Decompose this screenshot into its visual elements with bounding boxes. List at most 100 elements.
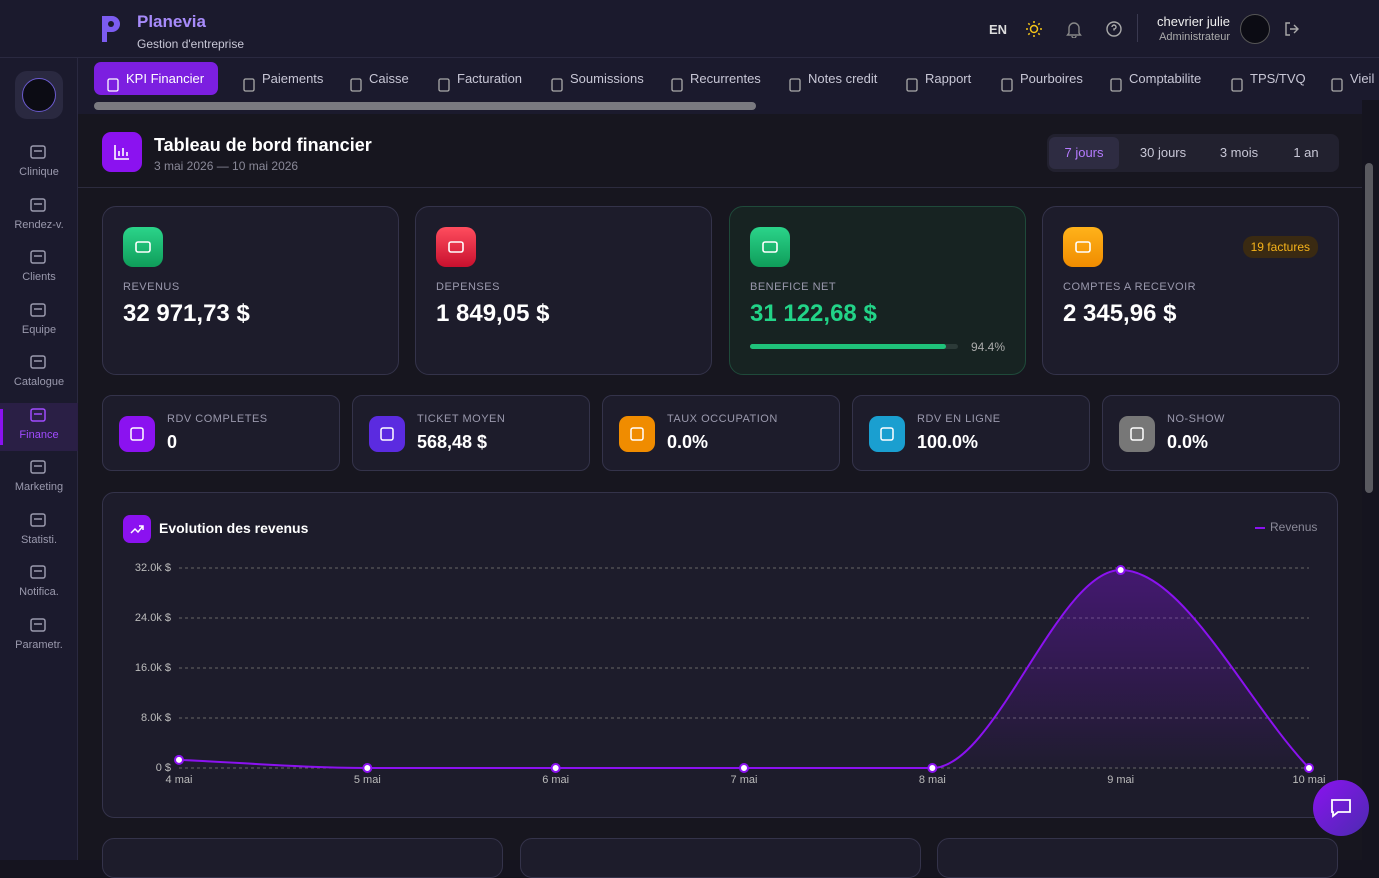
- stat-card: TAUX OCCUPATION 0.0%: [602, 395, 840, 471]
- user-role: Administrateur: [1159, 31, 1230, 43]
- nav-item[interactable]: Clinique: [0, 140, 78, 188]
- dashboard-title: Tableau de bord financier: [154, 135, 372, 155]
- nav-item[interactable]: Clients: [0, 245, 78, 293]
- tab-icon: [550, 71, 564, 92]
- stat-value: 0.0%: [667, 432, 709, 452]
- kpi-card: DEPENSES 1 849,05 $: [415, 206, 712, 375]
- nav-icon: [29, 248, 49, 268]
- legend-label: Revenus: [1270, 520, 1317, 534]
- tab[interactable]: Pourboires: [988, 62, 1097, 95]
- tab-bar: KPI Financier Paiements Caisse Facturation S…: [78, 58, 1379, 100]
- kpi-label: BENEFICE NET: [750, 281, 837, 293]
- tab-icon: [670, 71, 684, 92]
- tab-icon: [349, 71, 363, 92]
- nav-item[interactable]: Rendez-v.: [0, 193, 78, 241]
- tab[interactable]: Recurrentes: [658, 62, 775, 95]
- tab[interactable]: Vieil: [1318, 62, 1379, 95]
- nav-icon: [29, 143, 49, 163]
- chat-button[interactable]: [1313, 780, 1369, 836]
- kpi-card: REVENUS 32 971,73 $: [102, 206, 399, 375]
- point: [927, 763, 938, 773]
- nav-item[interactable]: Parametr.: [0, 613, 78, 661]
- point: [362, 763, 373, 773]
- nav-label: Parametr.: [15, 638, 63, 651]
- tab[interactable]: Paiements: [230, 62, 337, 95]
- tab-icon: [1109, 71, 1123, 92]
- kpi-value: 1 849,05 $: [436, 300, 550, 327]
- tab-icon: [1230, 71, 1244, 92]
- tab[interactable]: Soumissions: [538, 62, 658, 95]
- nav-label: Finance: [19, 428, 59, 441]
- nav-item[interactable]: Statisti.: [0, 508, 78, 556]
- tab-icon: [905, 71, 919, 92]
- kpi-icon: [750, 227, 790, 267]
- nav-label: Equipe: [21, 323, 57, 336]
- period-selector: 7 jours 30 jours 3 mois 1 an: [1047, 134, 1339, 172]
- chart-title: Evolution des revenus: [159, 520, 309, 536]
- nav-item[interactable]: Notifica.: [0, 560, 78, 608]
- x-tick-label: 8 mai: [919, 774, 946, 786]
- x-tick-label: 6 mai: [542, 774, 569, 786]
- sidebar-logo: [15, 71, 63, 119]
- notifications[interactable]: [1065, 20, 1083, 38]
- nav-item[interactable]: Equipe: [0, 298, 78, 346]
- progress-track: [750, 344, 958, 349]
- stat-card: NO-SHOW 0.0%: [1102, 395, 1340, 471]
- kpi-label: DEPENSES: [436, 281, 500, 293]
- kpi-label: COMPTES A RECEVOIR: [1063, 281, 1197, 293]
- brand-subtitle: Gestion d'entreprise: [137, 37, 245, 51]
- stat-value: 0.0%: [1167, 432, 1209, 452]
- point: [739, 763, 749, 773]
- tab-active[interactable]: KPI Financier: [94, 62, 219, 95]
- period-button[interactable]: 1 an: [1293, 145, 1319, 160]
- logo: [102, 16, 120, 42]
- tab[interactable]: Rapport: [893, 62, 985, 95]
- theme-toggle[interactable]: [1026, 21, 1042, 37]
- stat-value: 100.0%: [917, 432, 979, 452]
- tab[interactable]: Notes credit: [776, 62, 891, 95]
- period-active[interactable]: 7 jours: [1049, 137, 1119, 169]
- tab[interactable]: Comptabilite: [1097, 62, 1215, 95]
- kpi-label: REVENUS: [123, 281, 180, 293]
- point: [550, 763, 561, 773]
- nav-item[interactable]: Marketing: [0, 455, 78, 503]
- chart: 0 $ 8.0k $ 16.0k $ 24.0k $ 32.0k $ 4 mai 5 mai…: [135, 520, 1326, 786]
- kpi-value: 31 122,68 $: [750, 300, 877, 327]
- tab-icon: [106, 71, 120, 92]
- stat-card: RDV EN LIGNE 100.0%: [852, 395, 1090, 471]
- stat-icon: [1119, 416, 1155, 452]
- language[interactable]: EN: [989, 22, 1008, 37]
- kpi-value: 32 971,73 $: [123, 300, 250, 327]
- x-tick-label: 5 mai: [354, 774, 381, 786]
- scroll-thumb[interactable]: [94, 102, 756, 110]
- y-tick-label: 32.0k $: [135, 562, 171, 574]
- help[interactable]: [1105, 20, 1123, 38]
- stat-icon: [869, 416, 905, 452]
- logout[interactable]: [1284, 21, 1300, 37]
- tab[interactable]: Caisse: [337, 62, 423, 95]
- nav-icon: [29, 563, 49, 583]
- stat-label: TAUX OCCUPATION: [667, 413, 778, 425]
- period-button[interactable]: 30 jours: [1139, 145, 1187, 160]
- nav-icon: [29, 616, 49, 636]
- nav-item-active[interactable]: Finance: [0, 402, 78, 451]
- kpi-icon: [123, 227, 163, 267]
- active-indicator: [0, 408, 3, 445]
- brand: Planevia: [137, 12, 206, 31]
- tab[interactable]: Facturation: [425, 62, 536, 95]
- nav-item[interactable]: Catalogue: [0, 350, 78, 398]
- nav-label: Rendez-v.: [14, 218, 64, 231]
- tab[interactable]: TPS/TVQ: [1218, 62, 1320, 95]
- v-scrollbar[interactable]: [1365, 163, 1373, 493]
- stat-icon: [619, 416, 655, 452]
- nav-label: Catalogue: [13, 376, 65, 388]
- y-tick-label: 16.0k $: [135, 662, 171, 674]
- kpi-value: 2 345,96 $: [1063, 300, 1177, 327]
- x-tick-label: 9 mai: [1107, 774, 1134, 786]
- x-tick-label: 4 mai: [166, 774, 193, 786]
- period-button[interactable]: 3 mois: [1219, 145, 1259, 160]
- avatar[interactable]: [1240, 14, 1270, 44]
- area: [179, 570, 1309, 768]
- stat-icon: [119, 416, 155, 452]
